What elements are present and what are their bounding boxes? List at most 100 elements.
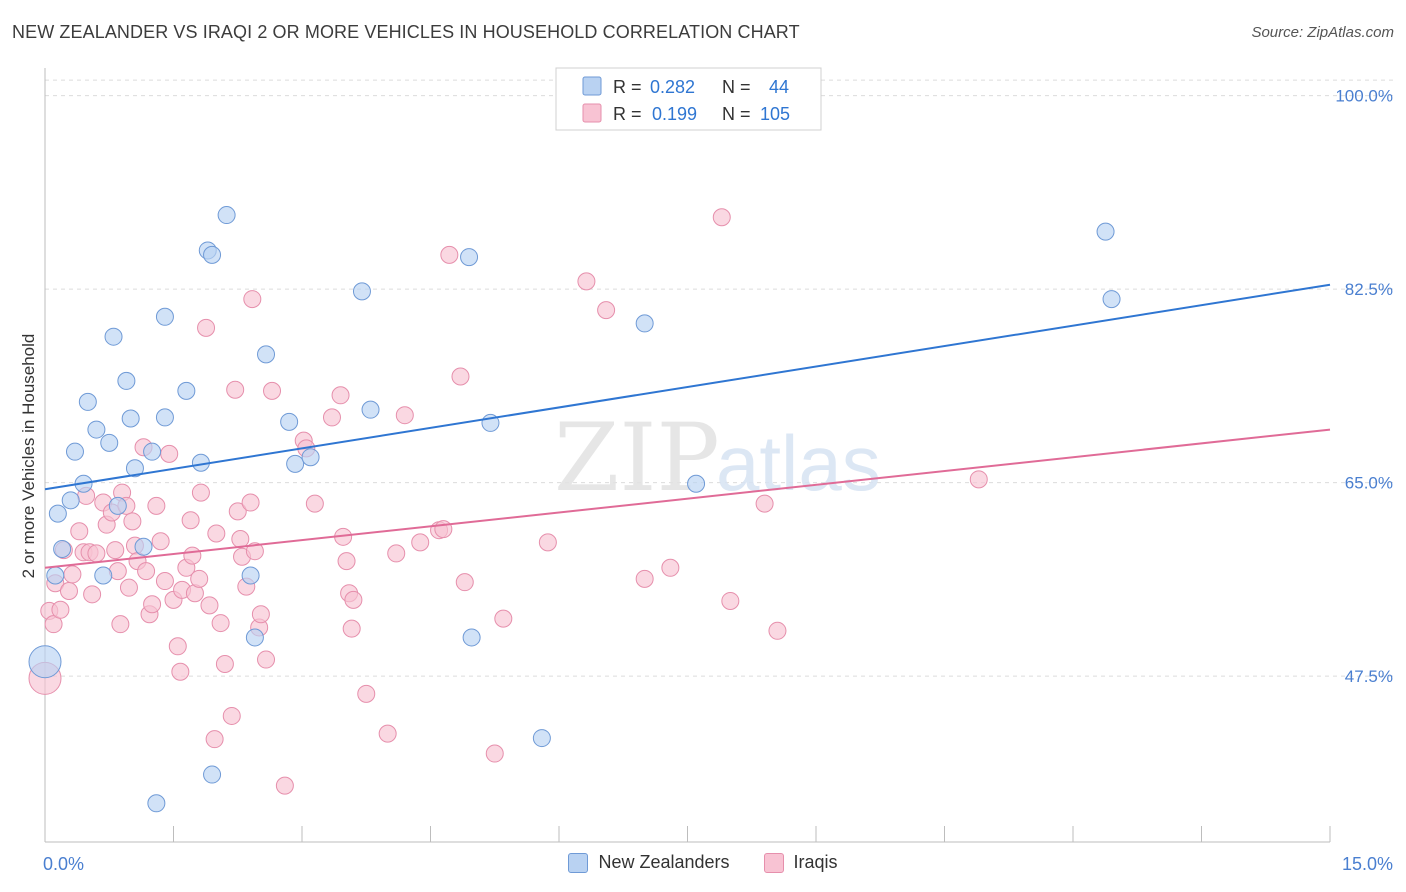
new-zealander-point (46, 566, 65, 585)
new-zealander-point (108, 496, 127, 515)
legend-r-value: 0.199 (652, 104, 697, 124)
iraqi-point (257, 650, 276, 669)
new-zealander-point (53, 539, 72, 558)
new-zealander-point (203, 765, 222, 784)
new-zealander-point (125, 459, 144, 478)
iraqi-trendline (44, 428, 1331, 569)
new-zealander-point (143, 442, 162, 461)
iraqi-point (147, 496, 166, 515)
iraqi-point (635, 569, 654, 588)
watermark: ZIP atlas (554, 404, 881, 513)
iraqi-point (160, 444, 179, 463)
new-zealander-point (155, 307, 174, 326)
iraqi-point (451, 367, 470, 386)
new-zealander-point (117, 371, 136, 390)
x-tick-label: 0.0% (43, 854, 84, 874)
new-zealander-point (460, 248, 479, 267)
new-zealander-point (361, 400, 380, 419)
iraqi-point (191, 483, 210, 502)
new-zealander-point (203, 245, 222, 264)
new-zealander-point (121, 409, 140, 428)
new-zealander-point (257, 345, 276, 364)
iraqi-point (712, 208, 731, 227)
legend-item-iraqis[interactable]: Iraqis (763, 852, 838, 873)
legend-top: R = 0.282 N = 44 R = 0.199 N = 105 (555, 67, 822, 131)
iraqi-point (137, 562, 156, 581)
new-zealander-point (28, 645, 62, 679)
iraqi-point (263, 381, 282, 400)
new-zealander-point (245, 628, 264, 647)
iraqi-point (205, 730, 224, 749)
iraqi-point (44, 615, 63, 634)
legend-n-label: N = (722, 104, 751, 124)
new-zealander-point (147, 794, 166, 813)
new-zealander-point (286, 454, 305, 473)
x-tick-label: 15.0% (1342, 854, 1393, 874)
new-zealander-point (241, 566, 260, 585)
legend-item-new-zealanders[interactable]: New Zealanders (568, 852, 730, 873)
legend-label: New Zealanders (598, 852, 730, 872)
iraqi-point (143, 595, 162, 614)
iraqi-point (228, 502, 247, 521)
new-zealander-point (687, 474, 706, 493)
iraqi-point (241, 493, 260, 512)
legend-n-value: 44 (769, 77, 789, 97)
new-zealander-point (217, 206, 236, 225)
iraqi-point (395, 406, 414, 425)
iraqi-point (197, 318, 216, 337)
iraqi-point (243, 290, 262, 309)
iraqi-point (59, 582, 78, 601)
iraqi-point (455, 573, 474, 592)
iraqi-point (275, 776, 294, 795)
iraqi-point (63, 565, 82, 584)
iraqi-point (331, 386, 350, 405)
y-tick-label: 82.5% (1345, 280, 1393, 299)
iraqi-point (357, 684, 376, 703)
legend-swatch-pink (582, 103, 602, 123)
iraqi-point (215, 654, 234, 673)
iraqi-point (226, 380, 245, 399)
new-zealander-point (301, 448, 320, 467)
new-zealander-point (48, 504, 67, 523)
iraqi-point (434, 520, 453, 539)
new-zealander-point (100, 433, 119, 452)
iraqi-point (111, 615, 130, 634)
iraqi-point (378, 724, 397, 743)
chart-title: NEW ZEALANDER VS IRAQI 2 OR MORE VEHICLE… (12, 22, 800, 42)
iraqi-point (755, 494, 774, 513)
iraqi-point (70, 522, 89, 541)
legend-bottom: New Zealanders Iraqis (0, 852, 1406, 873)
iraqi-point (597, 301, 616, 320)
iraqi-point (171, 662, 190, 681)
iraqi-point (337, 552, 356, 571)
iraqi-point (119, 578, 138, 597)
legend-r-value: 0.282 (650, 77, 695, 97)
iraqi-point (207, 524, 226, 543)
new-zealander-point (78, 392, 97, 411)
new-zealander-point (104, 327, 123, 346)
legend-swatch-pink (763, 852, 784, 873)
legend-n-label: N = (722, 77, 751, 97)
points-layer (28, 206, 1121, 813)
iraqi-point (190, 569, 209, 588)
iraqi-point (494, 609, 513, 628)
new-zealander-point (155, 408, 174, 427)
iraqi-point (661, 558, 680, 577)
new-zealander-point (1102, 290, 1121, 309)
iraqi-point (538, 533, 557, 552)
iraqi-point (123, 512, 142, 531)
iraqi-point (200, 596, 219, 615)
legend-swatch-blue (568, 852, 589, 873)
iraqi-point (440, 245, 459, 264)
legend-swatch-blue (582, 76, 602, 96)
iraqi-point (155, 572, 174, 591)
iraqi-point (322, 408, 341, 427)
iraqi-point (181, 511, 200, 530)
iraqi-point (245, 542, 264, 561)
iraqi-point (51, 600, 70, 619)
new-zealander-trendline (44, 283, 1331, 491)
iraqi-point (721, 591, 740, 610)
legend-r-label: R = (613, 104, 642, 124)
iraqi-point (168, 637, 187, 656)
